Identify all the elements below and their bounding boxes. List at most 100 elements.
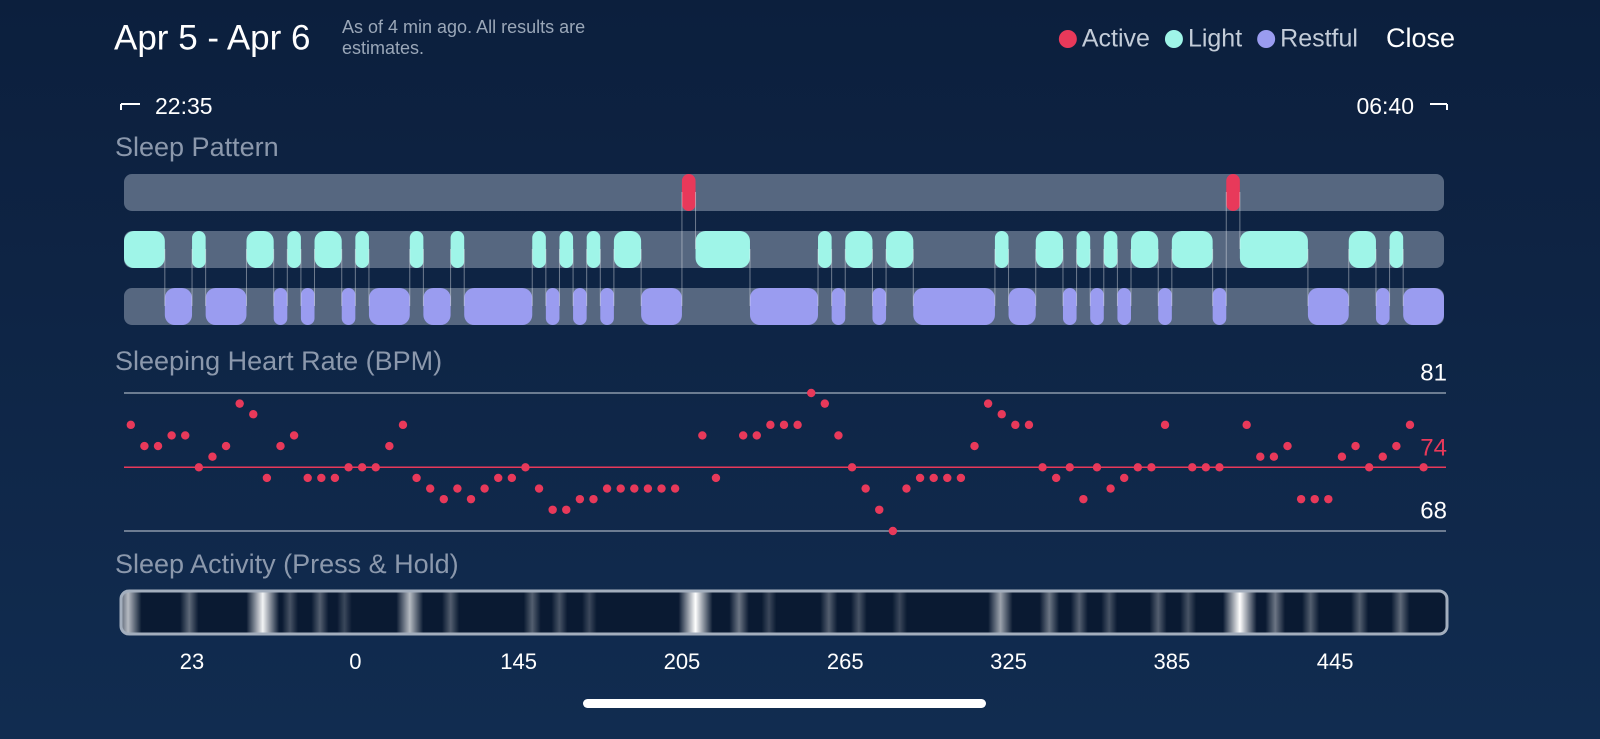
heart-rate-point [643,484,653,493]
heart-rate-point [412,473,421,483]
heart-rate-point [562,505,571,514]
sleep-segment [1158,288,1172,325]
section-title: Sleep Activity (Press & Hold) [115,549,459,579]
heart-rate-point [221,441,231,451]
sleep-segment [831,288,846,325]
heart-rate-point [834,431,843,440]
x-tick-label: 325 [990,649,1027,674]
sleep-segment [559,231,574,268]
sleep-segment [192,231,206,268]
x-tick-label: 445 [1317,649,1354,674]
sleep-segment [355,231,369,268]
heart-rate-point [1378,452,1387,461]
sleep-segment [1212,288,1227,325]
heart-rate-point [1160,420,1170,430]
heart-rate-point [1092,463,1102,472]
heart-rate-point [1405,420,1415,430]
section-title: Sleep Pattern [115,132,279,162]
heart-rate-point [1296,494,1306,504]
activity-frame[interactable] [119,589,1449,636]
heart-rate-point [1024,420,1034,430]
heart-rate-point [235,399,244,408]
heart-rate-point [494,473,503,483]
heart-rate-point [276,441,285,451]
heart-rate-point [1392,441,1401,451]
heart-rate-point [943,473,952,483]
sleep-segment [246,231,274,268]
heart-rate-point [357,463,367,472]
heart-rate-point [670,484,680,493]
sleep-segment [450,231,465,268]
sleep-segment [532,231,546,268]
heart-rate-point [902,484,911,493]
sleep-segment [545,288,560,325]
activity-stripe [282,591,299,634]
sleep-segment [423,288,451,325]
sleep-segment [273,288,288,325]
heart-rate-point [983,399,993,408]
title: Apr 5 - Apr 6 [114,18,310,57]
heart-rate-point [1011,420,1020,430]
x-tick-label: 385 [1153,649,1190,674]
legend-label: Light [1188,25,1242,53]
sleep-segment [845,231,873,268]
legend-swatch [1257,30,1276,48]
average-label: 74 [1420,435,1447,462]
activity-stripe [441,591,460,634]
legend-swatch [1164,30,1183,48]
x-tick-label: 23 [180,649,204,674]
sleep-segment [872,288,887,325]
sleep-segment [1103,231,1118,268]
sleep-segment [1171,231,1213,268]
heart-rate-point [466,494,476,504]
activity-stripe [1302,591,1320,634]
sleep-segment [1131,231,1159,268]
heart-rate-point [752,431,761,440]
home-indicator [583,699,986,708]
sleep-segment [1375,288,1390,325]
sleep-segment [1239,231,1308,268]
activity-stripe [1039,591,1060,634]
legend-swatch [1058,30,1077,48]
sleep-segment [681,174,696,211]
end-time: 06:40 [1356,93,1414,119]
activity-stripe [1351,591,1369,634]
heart-rate-point [1051,473,1061,483]
sleep-segment [287,231,301,268]
activity-stripe [678,591,713,634]
activity-stripe [1391,591,1410,634]
sleep-segment [586,231,601,268]
heart-rate-point [330,473,340,483]
sleep-segment [695,231,750,268]
activity-stripe [1222,591,1257,634]
sleep-segment [464,288,533,325]
activity-stripe [523,591,541,634]
heart-rate-point [303,473,312,483]
sleep-segment [1307,288,1349,325]
heart-rate-point [1106,484,1115,493]
y-tick-label: 68 [1420,497,1447,524]
sleep-segment [1389,231,1404,268]
close-button[interactable]: Close [1386,23,1455,53]
heart-rate-point [861,484,870,493]
sleep-segment [886,231,914,268]
heart-rate-point [602,484,612,493]
x-tick-label: 265 [827,649,864,674]
heart-rate-point [534,484,544,493]
track [124,174,1444,211]
heart-rate-point [807,388,816,398]
sleep-segment [1090,288,1104,325]
heart-rate-point [1242,420,1251,430]
sleep-segment [749,288,819,325]
activity-stripe [729,591,749,634]
heart-rate-point [208,452,217,461]
activity-stripe [121,591,142,634]
sleep-segment [164,288,193,325]
heart-rate-point [915,473,925,483]
heart-rate-point [779,420,789,430]
sleep-segment [600,288,614,325]
heart-rate-point [711,473,721,483]
heart-rate-point [589,494,598,504]
heart-rate-point [521,463,530,472]
heart-rate-point [1215,463,1224,472]
